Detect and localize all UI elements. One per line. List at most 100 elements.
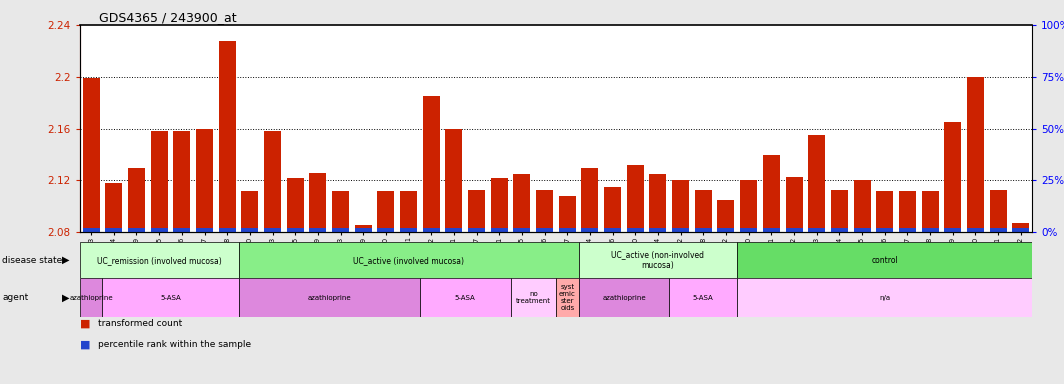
Bar	[1012, 228, 1029, 232]
Bar	[378, 228, 395, 232]
Bar	[238, 242, 579, 278]
Bar	[400, 228, 417, 232]
Bar	[400, 191, 417, 232]
Bar	[853, 228, 870, 232]
Bar	[672, 228, 689, 232]
Bar	[1012, 223, 1029, 232]
Bar	[967, 77, 984, 232]
Bar	[420, 278, 511, 317]
Text: ■: ■	[80, 340, 90, 350]
Bar	[446, 129, 463, 232]
Text: UC_remission (involved mucosa): UC_remission (involved mucosa)	[97, 256, 221, 265]
Bar	[921, 191, 938, 232]
Bar	[196, 129, 213, 232]
Text: disease state: disease state	[2, 256, 63, 265]
Bar	[785, 177, 802, 232]
Bar	[219, 41, 236, 232]
Bar	[737, 242, 1032, 278]
Bar	[173, 131, 190, 232]
Bar	[102, 278, 238, 317]
Bar	[737, 278, 1032, 317]
Bar	[604, 228, 621, 232]
Text: n/a: n/a	[879, 295, 891, 301]
Bar	[876, 228, 893, 232]
Bar	[717, 228, 734, 232]
Bar	[581, 228, 598, 232]
Bar	[990, 190, 1007, 232]
Bar	[717, 200, 734, 232]
Bar	[536, 228, 553, 232]
Bar	[286, 228, 303, 232]
Bar	[310, 228, 327, 232]
Bar	[579, 242, 737, 278]
Bar	[151, 131, 168, 232]
Text: azathioprine: azathioprine	[602, 295, 646, 301]
Text: 5-ASA: 5-ASA	[693, 295, 714, 301]
Bar	[741, 228, 758, 232]
Bar	[763, 228, 780, 232]
Bar	[627, 165, 644, 232]
Bar	[219, 228, 236, 232]
Bar	[264, 228, 281, 232]
Bar	[511, 278, 555, 317]
Text: transformed count: transformed count	[98, 319, 182, 328]
Bar	[555, 278, 579, 317]
Bar	[809, 228, 826, 232]
Bar	[196, 228, 213, 232]
Text: percentile rank within the sample: percentile rank within the sample	[98, 340, 251, 349]
Bar	[422, 228, 439, 232]
Text: UC_active (involved mucosa): UC_active (involved mucosa)	[353, 256, 464, 265]
Text: ▶: ▶	[62, 255, 69, 265]
Bar	[944, 228, 961, 232]
Text: GDS4365 / 243900_at: GDS4365 / 243900_at	[99, 11, 236, 24]
Bar	[921, 228, 938, 232]
Text: UC_active (non-involved
mucosa): UC_active (non-involved mucosa)	[612, 250, 704, 270]
Bar	[491, 228, 508, 232]
Bar	[128, 228, 145, 232]
Bar	[514, 228, 531, 232]
Bar	[695, 228, 712, 232]
Bar	[354, 225, 371, 232]
Bar	[264, 131, 281, 232]
Text: ▶: ▶	[62, 293, 69, 303]
Bar	[105, 183, 122, 232]
Bar	[242, 228, 259, 232]
Text: no
treatment: no treatment	[516, 291, 551, 304]
Text: ■: ■	[80, 319, 90, 329]
Bar	[446, 228, 463, 232]
Bar	[105, 228, 122, 232]
Bar	[899, 228, 916, 232]
Bar	[354, 228, 371, 232]
Bar	[80, 278, 102, 317]
Bar	[579, 278, 669, 317]
Bar	[151, 228, 168, 232]
Bar	[514, 174, 531, 232]
Bar	[422, 96, 439, 232]
Bar	[831, 190, 848, 232]
Text: azathioprine: azathioprine	[69, 295, 113, 301]
Bar	[627, 228, 644, 232]
Text: azathioprine: azathioprine	[307, 295, 351, 301]
Bar	[669, 278, 737, 317]
Text: 5-ASA: 5-ASA	[160, 295, 181, 301]
Bar	[672, 180, 689, 232]
Bar	[332, 191, 349, 232]
Bar	[785, 228, 802, 232]
Bar	[286, 178, 303, 232]
Bar	[853, 180, 870, 232]
Bar	[242, 191, 259, 232]
Bar	[695, 190, 712, 232]
Bar	[559, 228, 576, 232]
Bar	[990, 228, 1007, 232]
Bar	[876, 191, 893, 232]
Bar	[128, 167, 145, 232]
Text: syst
emic
ster
oids: syst emic ster oids	[559, 284, 576, 311]
Bar	[238, 278, 420, 317]
Bar	[899, 191, 916, 232]
Bar	[559, 196, 576, 232]
Bar	[831, 228, 848, 232]
Bar	[310, 173, 327, 232]
Bar	[741, 180, 758, 232]
Bar	[468, 228, 485, 232]
Bar	[809, 135, 826, 232]
